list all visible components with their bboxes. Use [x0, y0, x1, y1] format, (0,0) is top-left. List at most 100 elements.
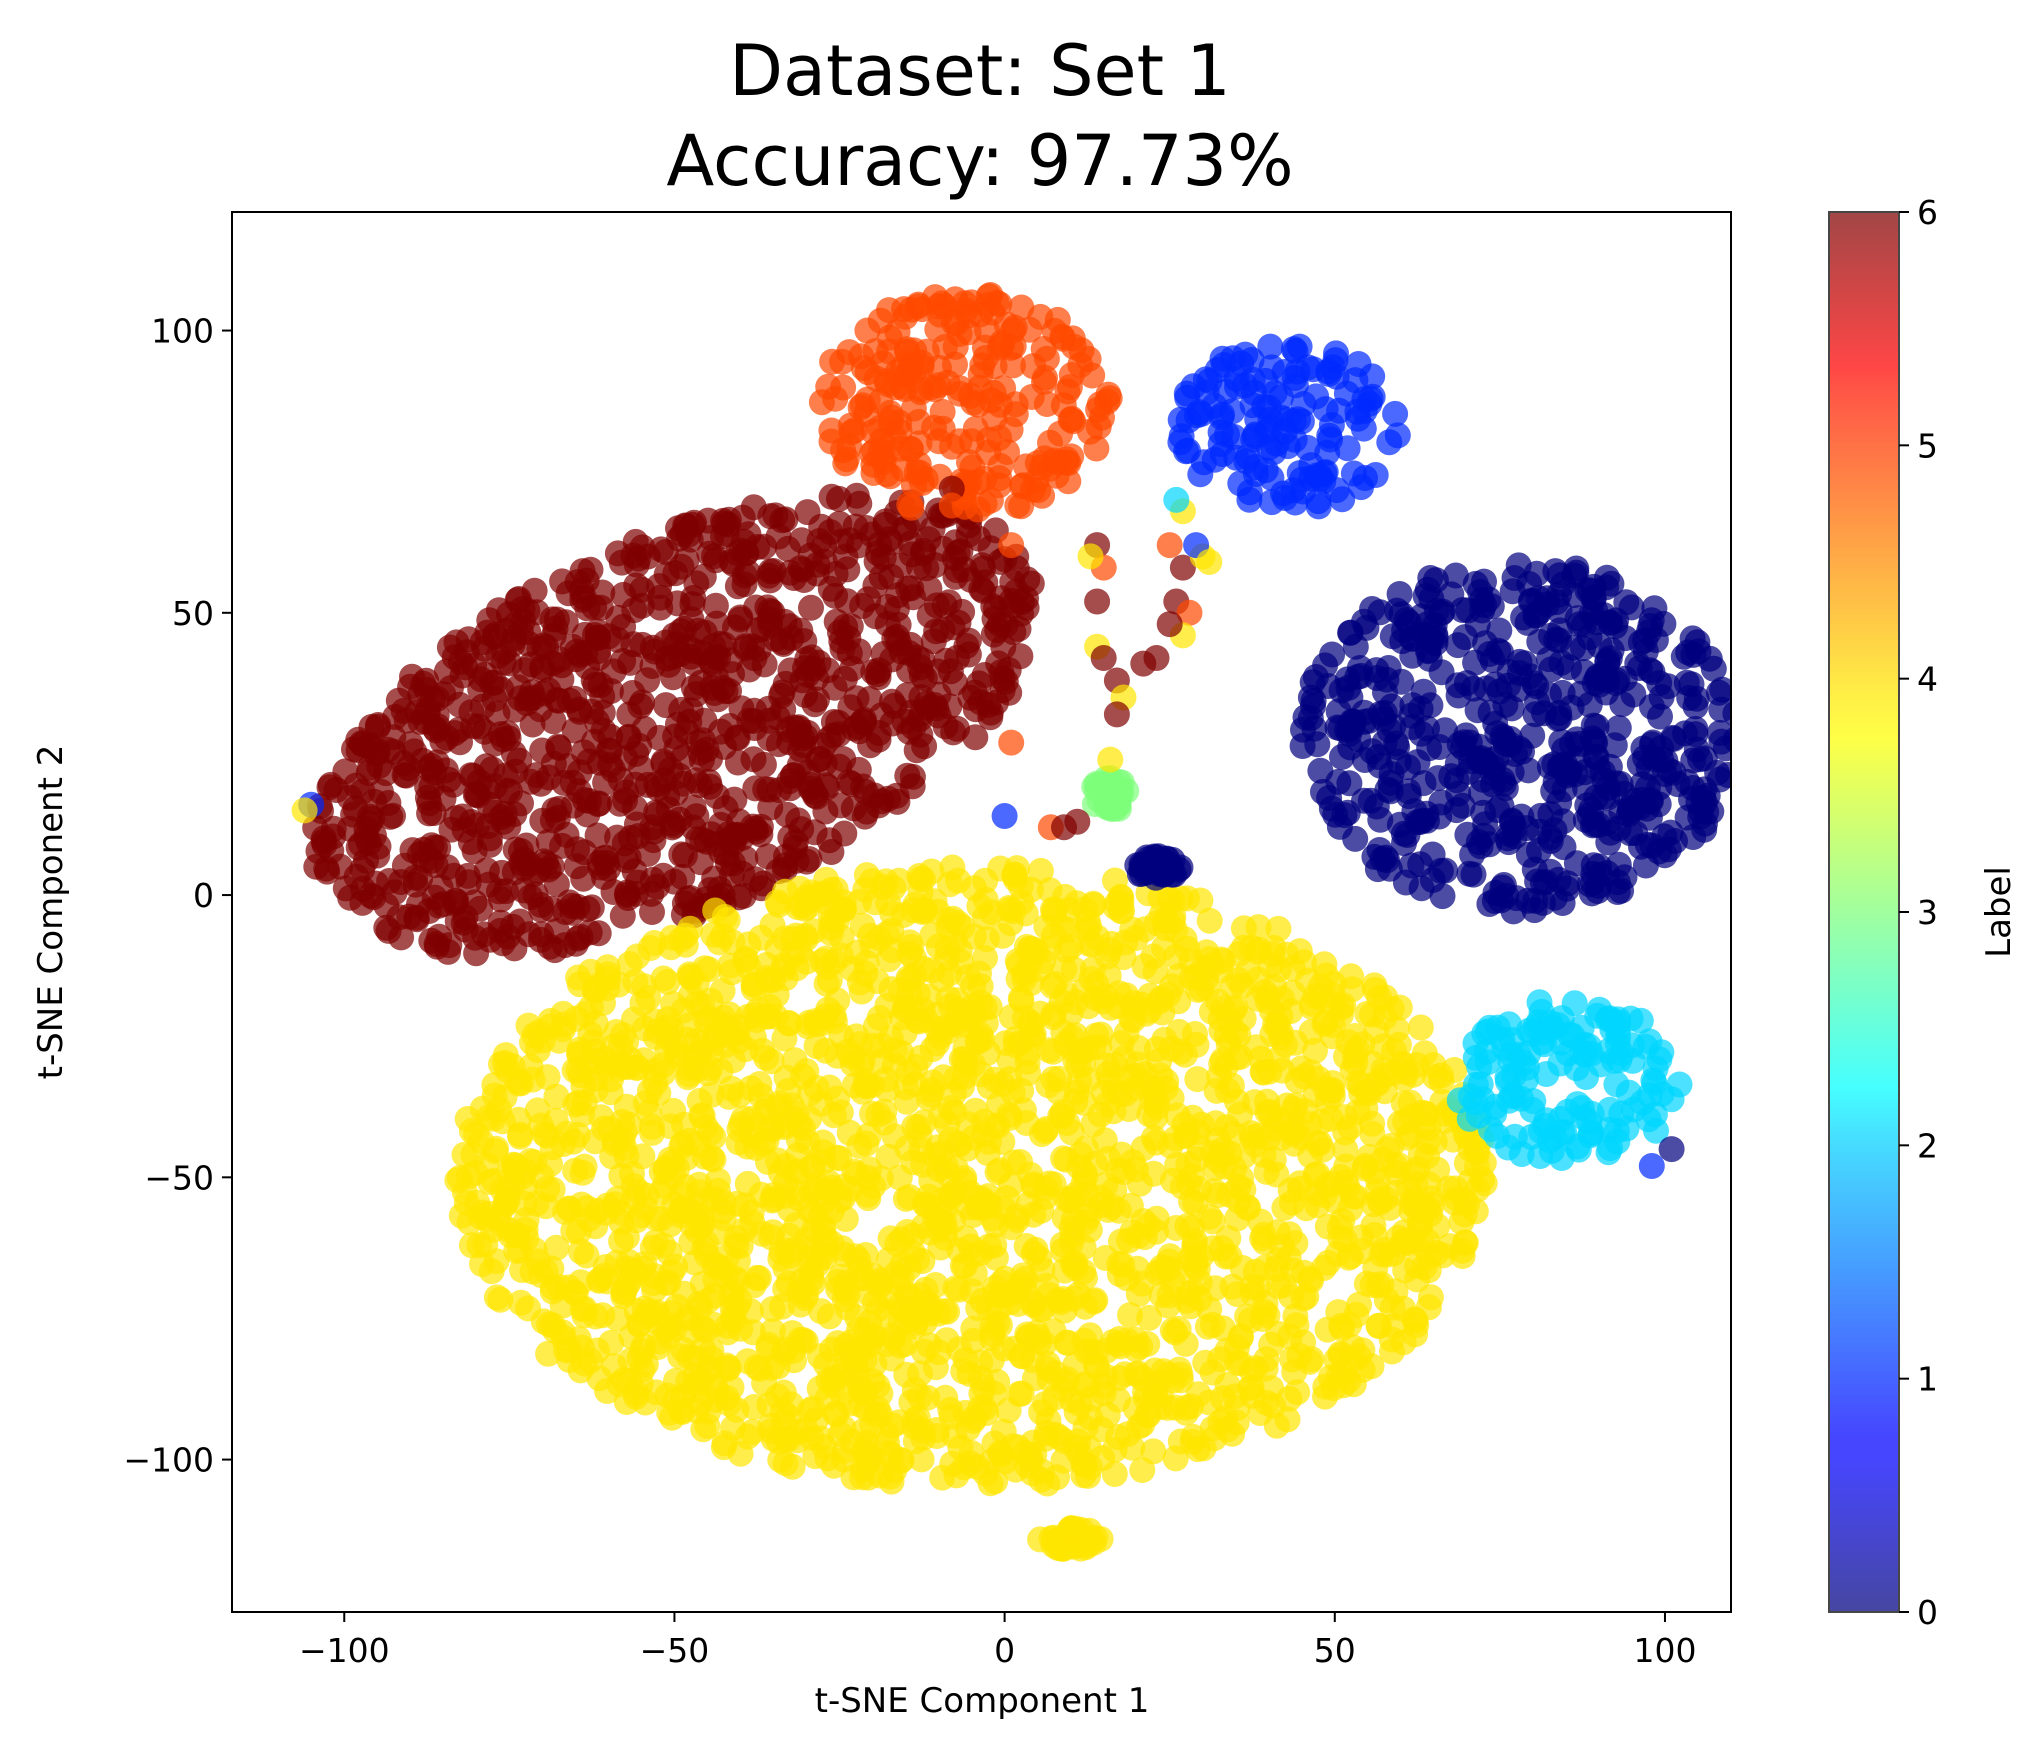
- scatter-point: [451, 1141, 478, 1168]
- scatter-point: [438, 816, 465, 843]
- scatter-point: [1021, 936, 1048, 963]
- scatter-point: [775, 1078, 802, 1104]
- scatter-point: [393, 762, 420, 789]
- scatter-point: [1305, 493, 1332, 520]
- scatter-point: [704, 1167, 731, 1194]
- scatter-point: [887, 552, 914, 579]
- scatter-point: [1074, 1066, 1101, 1093]
- scatter-point: [653, 1014, 680, 1041]
- scatter-point: [1146, 988, 1173, 1015]
- scatter-point: [716, 1001, 743, 1028]
- scatter-point: [1342, 367, 1369, 394]
- scatter-point: [535, 828, 562, 855]
- scatter-point: [1602, 613, 1629, 640]
- scatter-point: [711, 631, 738, 658]
- scatter-point: [820, 1102, 847, 1129]
- scatter-point: [698, 1145, 725, 1172]
- scatter-point: [1339, 1334, 1366, 1361]
- scatter-point: [801, 691, 828, 718]
- scatter-point: [1369, 846, 1396, 872]
- scatter-point: [1312, 1009, 1339, 1035]
- scatter-point: [503, 1221, 530, 1248]
- scatter-point: [817, 877, 844, 904]
- scatter-point: [1117, 1302, 1143, 1329]
- scatter-point: [660, 991, 687, 1017]
- scatter-point: [803, 1011, 830, 1038]
- scatter-point: [610, 1278, 637, 1305]
- scatter-point: [1097, 746, 1124, 773]
- scatter-point: [771, 1025, 798, 1052]
- scatter-point: [720, 829, 747, 856]
- scatter-point: [954, 1415, 981, 1442]
- scatter-point: [561, 717, 588, 744]
- scatter-point: [1390, 1228, 1417, 1255]
- scatter-point: [680, 585, 707, 611]
- scatter-point: [1462, 1030, 1489, 1057]
- scatter-point: [1256, 434, 1282, 461]
- scatter-point: [358, 714, 385, 740]
- scatter-point: [664, 711, 691, 738]
- scatter-point: [840, 795, 867, 822]
- scatter-point: [443, 629, 470, 656]
- scatter-point: [793, 1281, 820, 1308]
- scatter-point: [1008, 493, 1035, 520]
- scatter-point: [1476, 831, 1503, 858]
- scatter-point: [1250, 1141, 1277, 1168]
- scatter-point: [898, 494, 925, 521]
- scatter-point: [846, 1371, 873, 1398]
- scatter-point: [1129, 1457, 1156, 1483]
- scatter-point: [875, 1143, 902, 1170]
- chart-subtitle: Accuracy: 97.73%: [666, 120, 1293, 202]
- scatter-point: [856, 1156, 883, 1183]
- scatter-point: [1162, 1445, 1189, 1472]
- scatter-point: [759, 1296, 786, 1322]
- scatter-point: [805, 746, 832, 773]
- scatter-point: [568, 1191, 595, 1218]
- scatter-point: [1079, 362, 1106, 389]
- scatter-point: [1130, 650, 1157, 677]
- scatter-point: [724, 749, 751, 776]
- scatter-point: [1342, 825, 1369, 852]
- scatter-point: [521, 1022, 548, 1049]
- scatter-point: [959, 454, 986, 481]
- scatter-point: [954, 1135, 981, 1162]
- scatter-point: [623, 740, 650, 767]
- scatter-point: [845, 1246, 872, 1273]
- scatter-point: [1213, 1114, 1240, 1141]
- scatter-point: [1054, 1533, 1081, 1560]
- scatter-point: [1537, 828, 1564, 854]
- scatter-point: [900, 897, 927, 924]
- scatter-point: [860, 658, 887, 685]
- scatter-point: [528, 1112, 555, 1139]
- scatter-point: [1050, 1019, 1077, 1046]
- scatter-point: [539, 1278, 566, 1305]
- scatter-point: [894, 514, 921, 541]
- scatter-point: [529, 737, 556, 764]
- scatter-point: [981, 1066, 1008, 1093]
- scatter-point: [488, 859, 515, 886]
- scatter-point: [1035, 1072, 1062, 1099]
- scatter-point: [977, 704, 1004, 731]
- scatter-point: [946, 1336, 973, 1363]
- scatter-point: [832, 543, 859, 570]
- scatter-point: [853, 400, 880, 427]
- scatter-point: [901, 1376, 928, 1403]
- scatter-point: [636, 1298, 662, 1325]
- scatter-point: [1114, 1421, 1141, 1448]
- scatter-point: [1040, 1318, 1067, 1345]
- scatter-point: [784, 1427, 811, 1454]
- scatter-point: [783, 955, 810, 982]
- scatter-point: [682, 1362, 709, 1389]
- scatter-point: [1224, 1281, 1251, 1308]
- scatter-point: [1077, 543, 1104, 570]
- scatter-point: [581, 728, 607, 755]
- scatter-point: [655, 1322, 682, 1349]
- scatter-point: [1166, 1356, 1193, 1383]
- scatter-point: [972, 345, 999, 371]
- scatter-point: [1166, 1018, 1192, 1045]
- scatter-point: [998, 532, 1025, 559]
- scatter-point: [646, 573, 673, 600]
- scatter-point: [634, 667, 661, 694]
- scatter-point: [1008, 294, 1035, 321]
- x-tick-label: 100: [1633, 1631, 1696, 1670]
